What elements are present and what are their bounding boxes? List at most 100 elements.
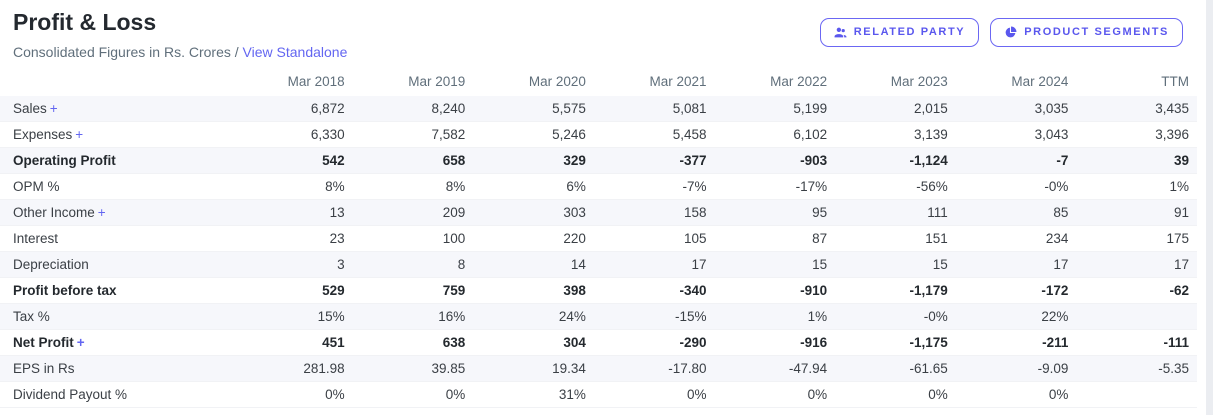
cell-value: -290 (679, 335, 707, 350)
cell-value: -1,179 (909, 283, 948, 298)
cell-value: 24% (558, 309, 586, 324)
scrollbar-track[interactable] (1206, 0, 1213, 415)
column-header: Mar 2023 (890, 74, 948, 89)
cell-value: 329 (563, 153, 586, 168)
product-segments-label: PRODUCT SEGMENTS (1024, 26, 1169, 38)
cell-value: 0% (686, 387, 707, 402)
cell-value: 6,330 (310, 127, 345, 142)
row-label[interactable]: Sales + (0, 96, 232, 122)
empty-corner-cell (0, 68, 232, 96)
row-label: Dividend Payout % (0, 382, 232, 408)
cell-value: 8% (445, 179, 466, 194)
section-header: Profit & Loss Consolidated Figures in Rs… (0, 0, 1213, 64)
cell-value: 6,872 (310, 101, 345, 116)
cell-value: 3,435 (1155, 101, 1189, 116)
cell-value: 3,043 (1034, 127, 1069, 142)
column-header: TTM (1161, 74, 1189, 89)
cell-value: -5.35 (1158, 361, 1189, 376)
row-label: Tax % (0, 304, 232, 330)
row-label: OPM % (0, 174, 232, 200)
expand-icon[interactable]: + (49, 101, 58, 116)
cell-value: 281.98 (303, 361, 345, 376)
cell-value: 151 (925, 231, 948, 246)
cell-value: 0% (807, 387, 828, 402)
cell-value: 303 (563, 205, 586, 220)
cell-value: 14 (570, 257, 586, 272)
row-label-text: Operating Profit (13, 153, 116, 168)
expand-icon[interactable]: + (76, 335, 85, 350)
column-header: Mar 2022 (770, 74, 828, 89)
cell-value: -172 (1041, 283, 1069, 298)
row-label: EPS in Rs (0, 356, 232, 382)
table-row: Net Profit +451 638 304 -290 -916 -1,175 -211 -1… (0, 329, 1197, 356)
row-label-text: Dividend Payout % (13, 387, 128, 402)
cell-value: -0% (923, 309, 948, 324)
table-row: Operating Profit 542 658 329 -377 -903 -1,124 -… (0, 147, 1197, 174)
cell-value: 0% (1048, 387, 1069, 402)
cell-value: 6% (566, 179, 586, 194)
related-party-button[interactable]: RELATED PARTY (819, 18, 980, 47)
row-label-text: Interest (13, 231, 59, 246)
expand-icon[interactable]: + (97, 205, 106, 220)
cell-value: 22% (1041, 309, 1069, 324)
subtitle: Consolidated Figures in Rs. Crores / Vie… (13, 44, 347, 60)
cell-value: 15% (317, 309, 345, 324)
cell-value: 398 (563, 283, 586, 298)
product-segments-button[interactable]: PRODUCT SEGMENTS (990, 18, 1183, 47)
users-icon (834, 26, 847, 39)
cell-value: 105 (683, 231, 707, 246)
cell-value: 3,396 (1155, 127, 1189, 142)
cell-value: -15% (674, 309, 707, 324)
cell-value: -1,124 (909, 153, 948, 168)
row-label-text: OPM % (13, 179, 60, 194)
cell-value: 304 (563, 335, 586, 350)
cell-value: -910 (800, 283, 828, 298)
row-label[interactable]: Other Income + (0, 200, 232, 226)
cell-value: -1,175 (909, 335, 948, 350)
subtitle-text: Consolidated Figures in Rs. Crores / (13, 44, 239, 60)
title-block: Profit & Loss Consolidated Figures in Rs… (13, 9, 347, 60)
cell-value (1076, 304, 1197, 330)
column-header: Mar 2024 (1011, 74, 1069, 89)
cell-value: 23 (329, 231, 345, 246)
cell-value: 638 (442, 335, 466, 350)
cell-value: 15 (812, 257, 828, 272)
cell-value: 451 (322, 335, 345, 350)
cell-value: 5,458 (672, 127, 707, 142)
cell-value: 17 (1053, 257, 1069, 272)
cell-value (1076, 382, 1197, 408)
cell-value: 7,582 (431, 127, 466, 142)
column-header: Mar 2018 (287, 74, 345, 89)
cell-value: 220 (563, 231, 586, 246)
table-row: Interest 23 100 220 105 87 151 234 175 (0, 226, 1197, 252)
cell-value: 87 (812, 231, 828, 246)
cell-value: -62 (1169, 283, 1189, 298)
cell-value: -61.65 (909, 361, 948, 376)
view-standalone-link[interactable]: View Standalone (242, 44, 348, 60)
cell-value: 5,575 (552, 101, 586, 116)
table-row: Other Income +13 209 303 158 95 111 85 91 (0, 199, 1197, 226)
cell-value: 39.85 (431, 361, 466, 376)
cell-value: 39 (1173, 153, 1189, 168)
cell-value: 1% (807, 309, 828, 324)
table-row: Dividend Payout % 0% 0% 31% 0% 0% 0% 0% (0, 382, 1197, 408)
expand-icon[interactable]: + (75, 127, 84, 142)
cell-value: 3 (337, 257, 345, 272)
row-label[interactable]: Expenses + (0, 122, 232, 148)
cell-value: 31% (558, 387, 586, 402)
cell-value: -7 (1056, 153, 1069, 168)
cell-value: -47.94 (788, 361, 828, 376)
column-header: Mar 2019 (408, 74, 466, 89)
row-label[interactable]: Net Profit + (0, 330, 232, 356)
cell-value: 234 (1045, 231, 1069, 246)
cell-value: 759 (442, 283, 466, 298)
cell-value: -9.09 (1037, 361, 1069, 376)
column-header: Mar 2020 (528, 74, 586, 89)
cell-value: -340 (679, 283, 707, 298)
cell-value: -111 (1163, 335, 1189, 350)
header-actions: RELATED PARTY PRODUCT SEGMENTS (819, 18, 1183, 47)
cell-value: -7% (682, 179, 707, 194)
table-row: Depreciation 3 8 14 17 15 15 17 17 (0, 251, 1197, 278)
row-label-text: EPS in Rs (13, 361, 75, 376)
